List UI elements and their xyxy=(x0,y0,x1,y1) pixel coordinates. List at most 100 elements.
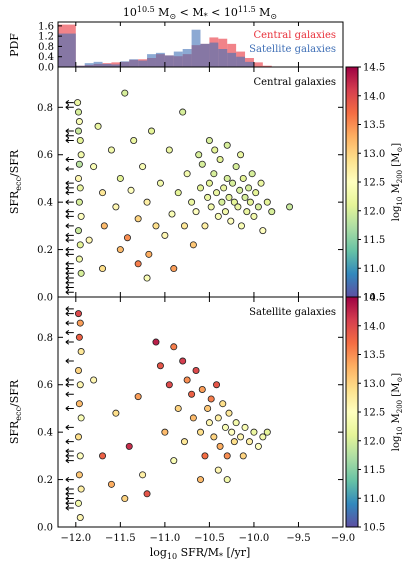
satellite-point xyxy=(201,452,209,460)
satellite-hist-bar xyxy=(200,43,210,67)
satellite-point xyxy=(207,395,215,403)
central-point xyxy=(76,241,84,249)
satellite-point xyxy=(239,452,247,460)
satellite-upper-limit-arrow xyxy=(65,358,74,364)
satellite-hist-bar xyxy=(129,59,139,67)
central-point xyxy=(174,189,182,197)
satellite-point xyxy=(121,495,129,503)
colorbar-tick-label: 10.5 xyxy=(363,523,385,534)
satellite-point xyxy=(223,452,231,460)
satellite-point xyxy=(245,438,253,446)
central-point xyxy=(192,208,200,216)
satellite-point xyxy=(241,423,249,431)
colorbar-tick-label: 11.5 xyxy=(363,465,385,476)
x-axis-label: log10 SFR/M* [/yr] xyxy=(150,546,251,561)
central-point xyxy=(237,222,245,230)
colorbar-central: 10.5 11.0 11.5 12.0 12.5 13.0 13.5 14.0 14.5 log… xyxy=(345,63,404,304)
colorbar-tick-label: 12.0 xyxy=(363,206,385,217)
central-upper-limit-arrow xyxy=(65,232,74,238)
central-point xyxy=(75,118,83,126)
satellite-upper-limit-arrow xyxy=(65,391,74,397)
satellite-ylabel: SFRecc/SFR xyxy=(8,379,23,444)
central-point xyxy=(130,137,138,145)
histogram-ylabel: PDF xyxy=(8,33,21,57)
satellite-point xyxy=(75,471,83,479)
x-tick-label: −10.0 xyxy=(239,533,270,544)
central-ytick-label: 0.6 xyxy=(37,150,53,161)
central-point xyxy=(74,127,82,135)
satellite-point xyxy=(216,442,224,450)
central-point xyxy=(143,274,151,282)
central-point xyxy=(211,146,219,154)
central-point xyxy=(259,227,267,235)
central-upper-limit-arrow xyxy=(65,270,74,276)
central-upper-limit-arrow xyxy=(65,237,74,243)
satellite-point xyxy=(74,499,82,507)
central-point xyxy=(74,108,82,116)
satellite-point xyxy=(112,409,120,417)
satellite-point xyxy=(196,428,204,436)
colorbar-tick-label: 14.5 xyxy=(363,293,385,304)
central-point xyxy=(230,198,238,206)
central-point xyxy=(77,269,85,277)
satellite-hist-bar xyxy=(155,52,165,67)
satellite-point xyxy=(179,357,187,365)
central-upper-limit-arrow xyxy=(65,190,74,196)
central-point xyxy=(220,184,228,192)
central-point xyxy=(170,265,178,273)
satellite-point xyxy=(74,367,82,375)
central-point xyxy=(236,186,244,194)
satellite-point xyxy=(263,428,271,436)
histogram-ytick-label: 0.0 xyxy=(38,63,54,74)
central-point xyxy=(216,155,224,163)
satellite-point xyxy=(77,485,85,493)
central-point xyxy=(241,193,249,201)
colorbar-tick-label: 11.5 xyxy=(363,235,385,246)
satellite-upper-limit-arrow xyxy=(65,505,74,511)
central-point xyxy=(250,212,258,220)
central-point xyxy=(116,174,124,182)
satellite-point xyxy=(77,414,85,422)
satellite-point xyxy=(170,457,178,465)
central-point xyxy=(205,137,213,145)
central-point xyxy=(239,174,247,182)
satellite-hist-bar xyxy=(147,54,156,67)
satellite-upper-limit-arrow xyxy=(65,320,74,326)
satellite-point xyxy=(180,438,188,446)
colorbar-tick-label: 12.5 xyxy=(363,178,385,189)
central-point xyxy=(76,184,84,192)
central-ytick-label: 0.0 xyxy=(37,293,53,304)
central-upper-limit-arrow xyxy=(65,223,74,229)
satellite-hist-bar xyxy=(138,60,148,67)
central-ytick-label: 0.2 xyxy=(37,245,53,256)
satellite-hist-bar xyxy=(164,55,174,67)
central-point xyxy=(121,89,129,97)
central-point xyxy=(127,186,135,194)
central-ytick-label: 0.4 xyxy=(37,198,53,209)
central-upper-limit-arrow xyxy=(65,261,74,267)
central-upper-limit-arrow xyxy=(65,275,74,281)
central-point xyxy=(77,212,85,220)
satellite-upper-limit-arrow xyxy=(65,377,74,383)
satellite-upper-limit-arrow xyxy=(65,424,74,431)
satellite-upper-limit-arrow xyxy=(65,495,74,502)
colorbar-satellite: 10.5 11.0 11.5 12.0 12.5 13.0 13.5 14.0 14.5 log… xyxy=(345,293,404,534)
central-point xyxy=(76,137,84,145)
x-tick-label: −12.0 xyxy=(60,533,91,544)
central-point xyxy=(227,217,235,225)
satellite-upper-limit-arrow xyxy=(65,310,74,317)
central-point xyxy=(148,127,156,135)
satellite-upper-limit-arrow xyxy=(65,476,74,483)
central-point xyxy=(234,203,242,211)
satellite-hist-bar xyxy=(182,49,192,67)
satellite-point xyxy=(107,480,115,488)
colorbar-tick-label: 14.0 xyxy=(363,91,385,102)
colorbar-tick-label: 12.0 xyxy=(363,436,385,447)
central-point xyxy=(221,208,229,216)
satellite-point xyxy=(77,348,85,356)
central-ytick-label: 0.8 xyxy=(37,103,53,114)
central-upper-limit-arrow xyxy=(65,156,74,163)
central-point xyxy=(152,222,160,230)
satellite-hist-bar xyxy=(111,64,121,67)
histogram-ytick-label: 1.2 xyxy=(38,32,54,43)
